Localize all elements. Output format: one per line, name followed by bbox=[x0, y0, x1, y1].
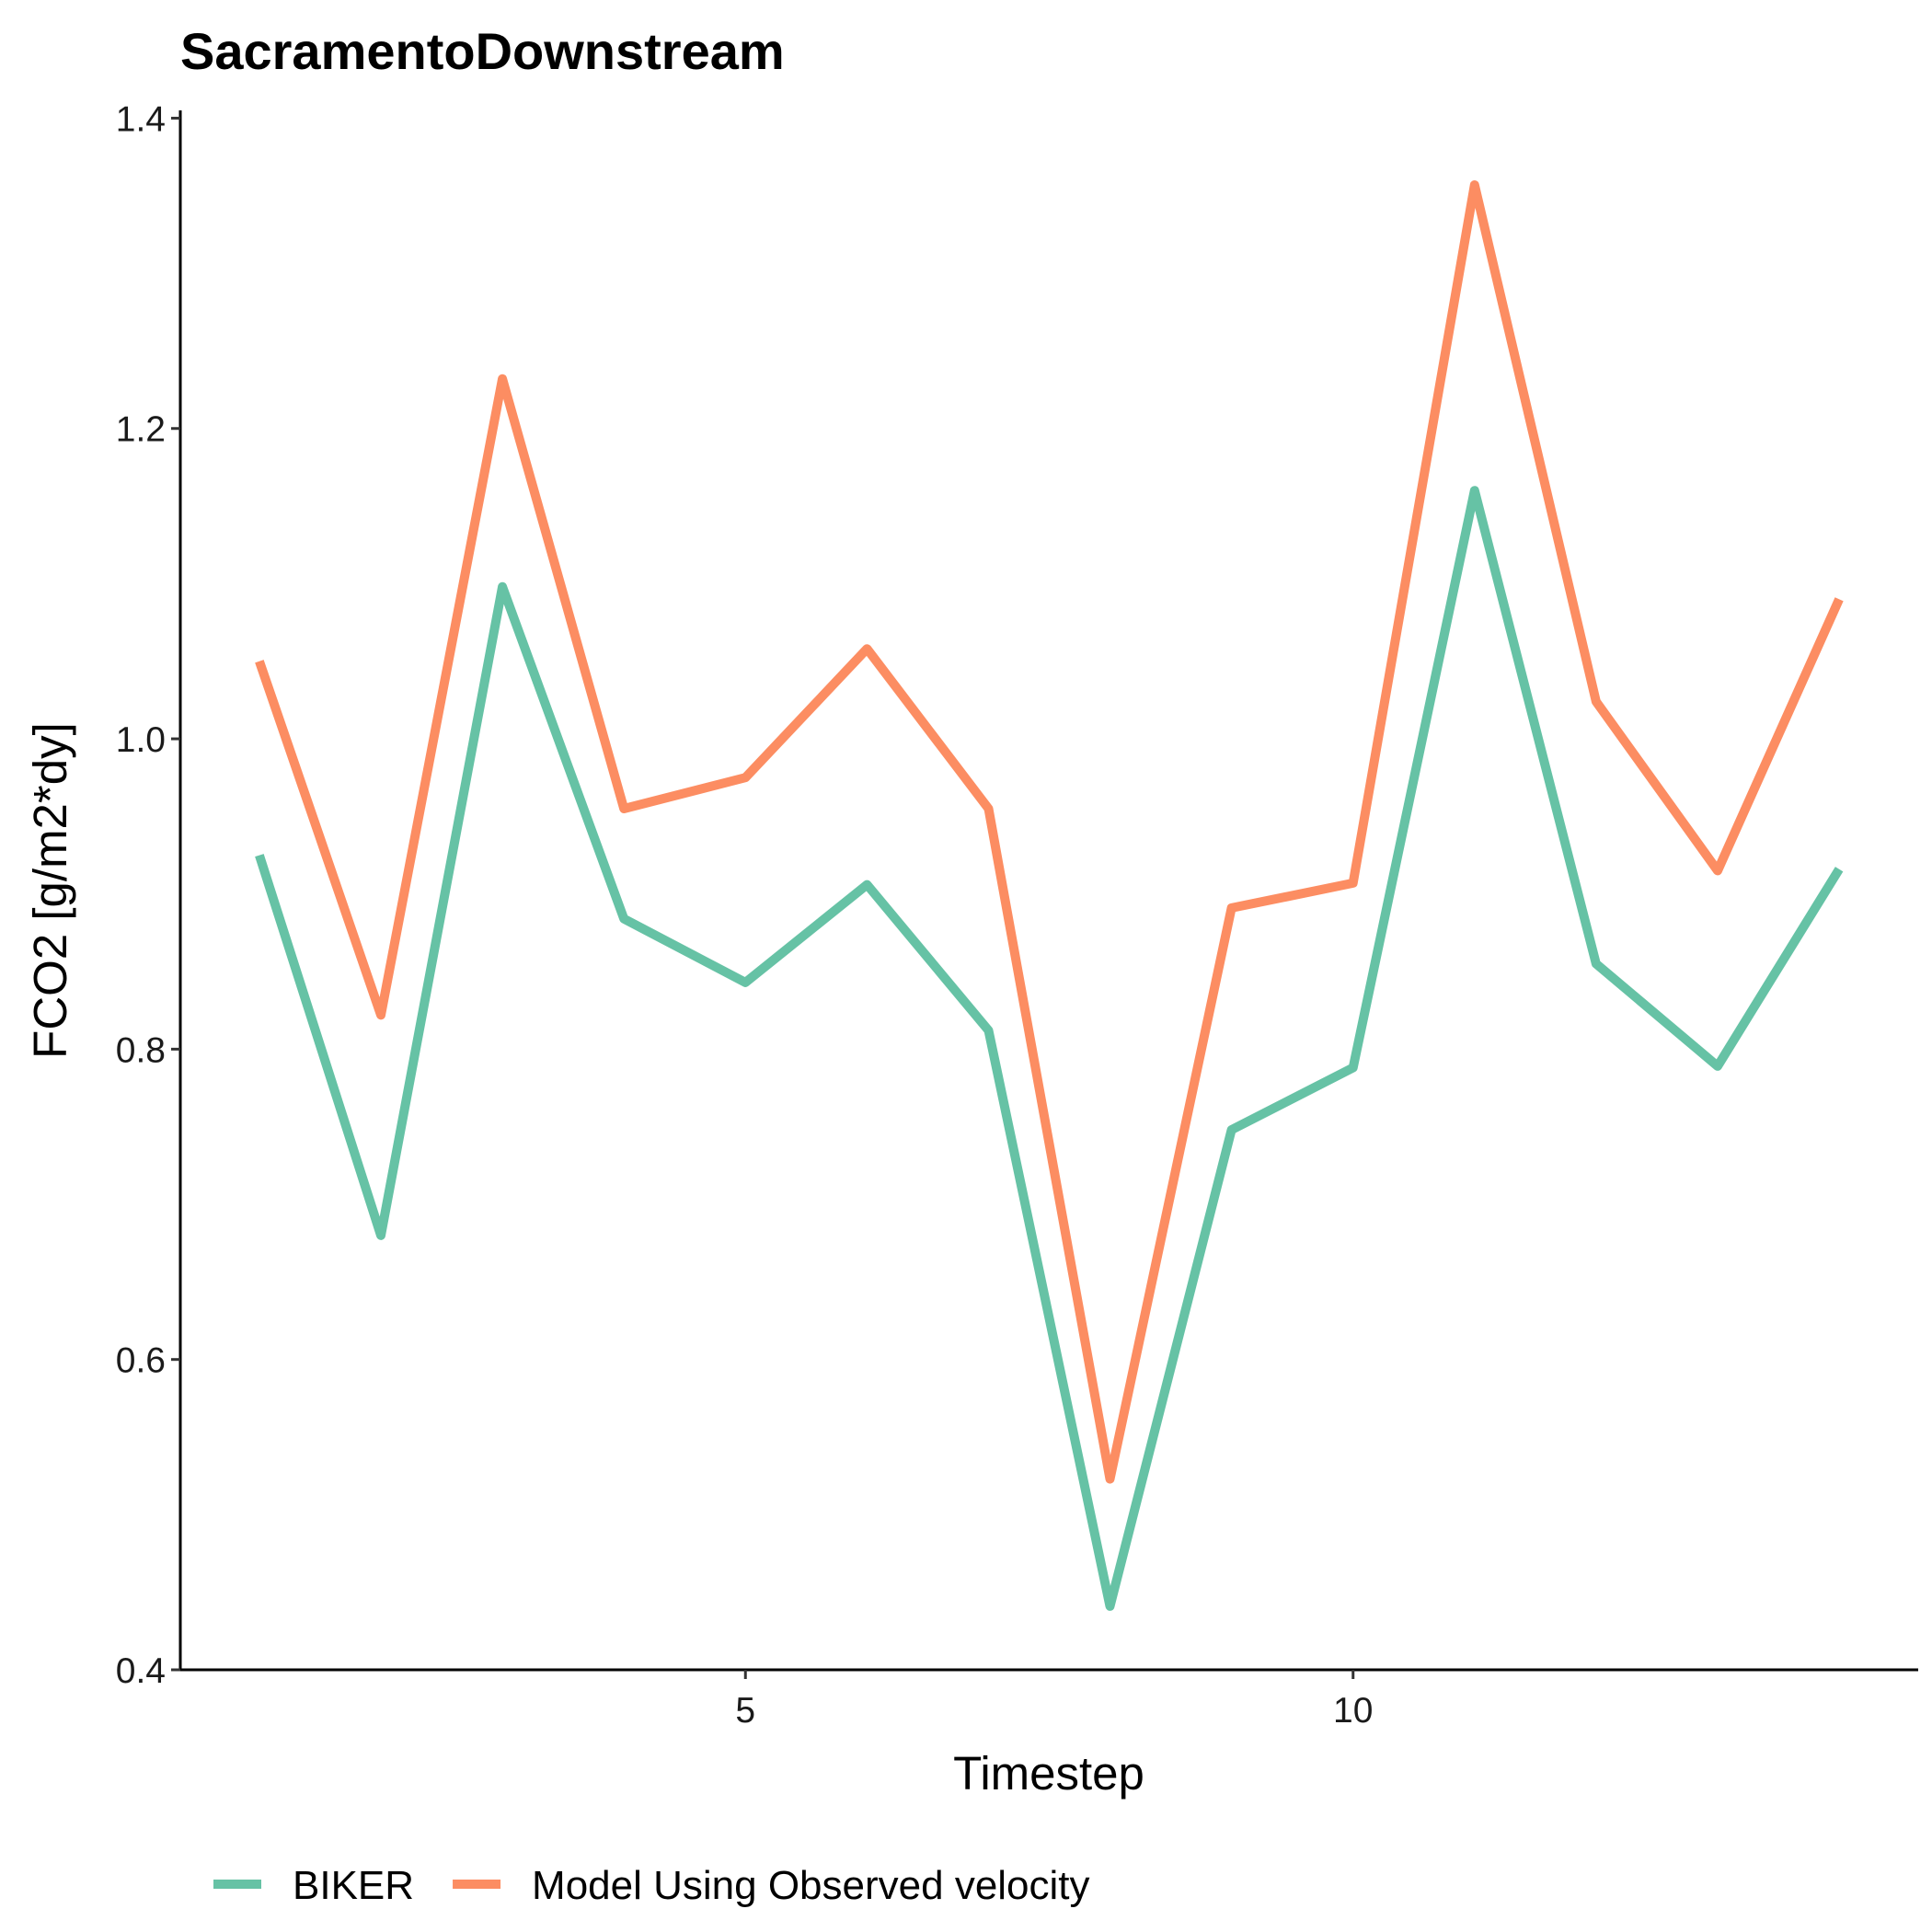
legend: BIKER Model Using Observed velocity bbox=[213, 1863, 1090, 1908]
x-tick-label: 10 bbox=[1333, 1691, 1373, 1731]
y-axis-ticks: 0.4 0.6 0.8 1.0 1.2 1.4 bbox=[116, 99, 180, 1691]
x-tick-label: 5 bbox=[735, 1691, 755, 1731]
x-axis-ticks: 5 10 bbox=[735, 1670, 1373, 1731]
plot-area: 0.4 0.6 0.8 1.0 1.2 1.4 5 10 bbox=[116, 99, 1918, 1731]
y-tick-label: 0.8 bbox=[116, 1030, 166, 1070]
y-tick-label: 1.4 bbox=[116, 99, 166, 139]
y-axis-title: FCO2 [g/m2*dy] bbox=[24, 722, 76, 1059]
y-tick-label: 1.2 bbox=[116, 410, 166, 450]
legend-label: BIKER bbox=[293, 1863, 414, 1908]
legend-label: Model Using Observed velocity bbox=[532, 1863, 1089, 1908]
series-line-model-using-observed-velocity bbox=[255, 180, 1844, 1484]
y-tick-label: 1.0 bbox=[116, 720, 166, 760]
series-line-biker bbox=[255, 486, 1844, 1611]
y-tick-label: 0.4 bbox=[116, 1651, 166, 1691]
series-group bbox=[255, 180, 1844, 1611]
x-axis-title: Timestep bbox=[953, 1747, 1144, 1800]
chart-title: SacramentoDownstream bbox=[180, 22, 785, 80]
y-tick-label: 0.6 bbox=[116, 1341, 166, 1381]
